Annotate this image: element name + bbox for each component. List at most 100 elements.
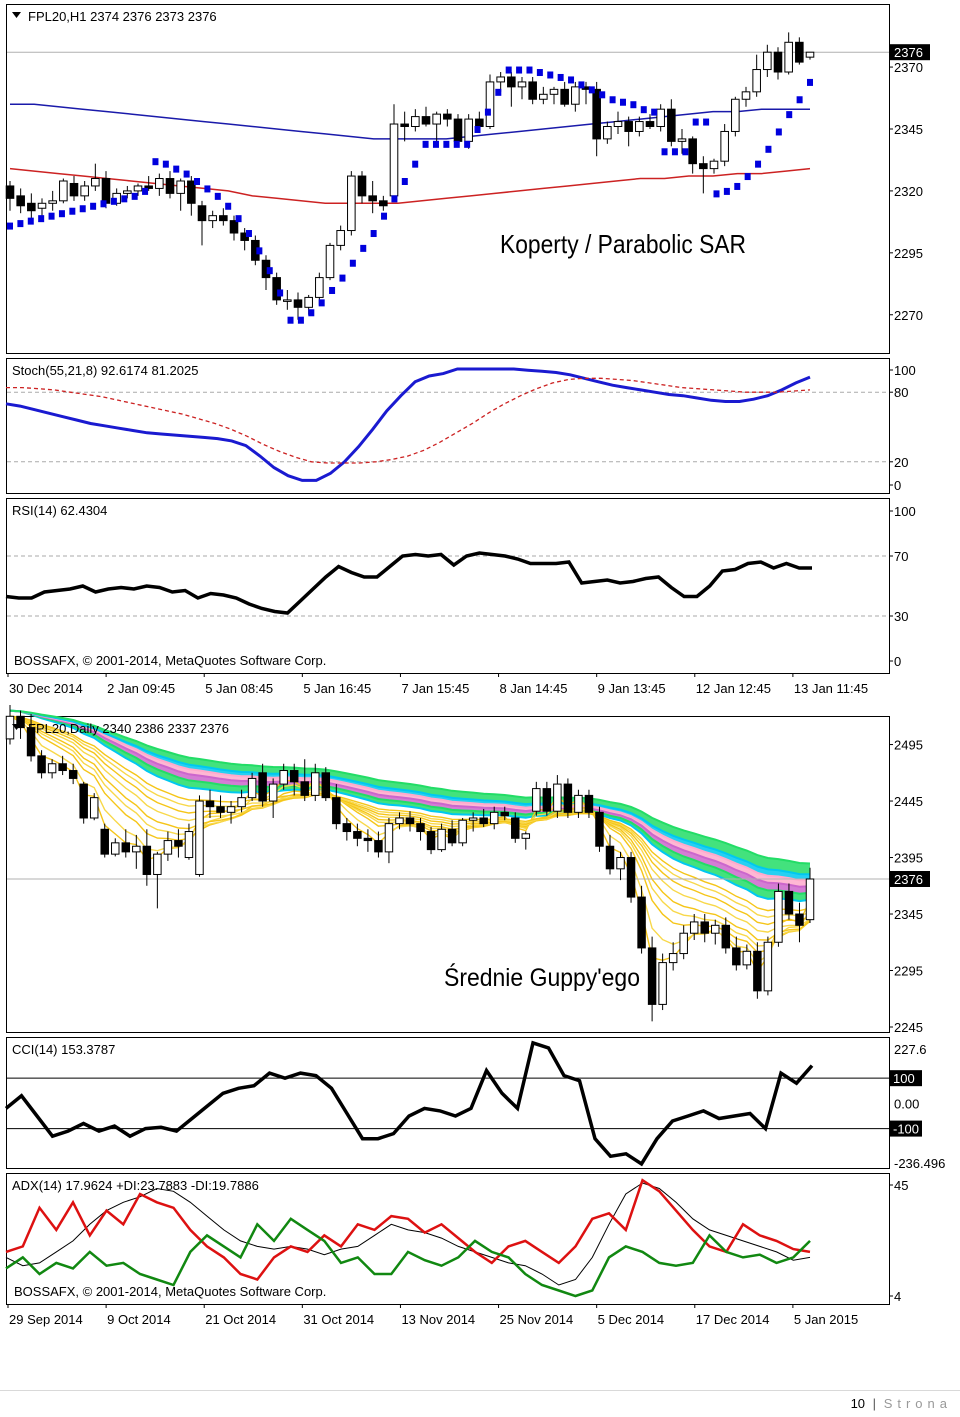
daily-body-35: [374, 840, 383, 853]
h1-candle-70: [752, 54, 761, 97]
daily-body-16: [174, 840, 183, 847]
daily-body-32: [342, 823, 352, 833]
daily-candle-70: [742, 944, 752, 970]
daily-body-11: [121, 842, 131, 853]
daily-candle-66: [700, 914, 709, 943]
stoch-y-tick-label-3: 0: [894, 478, 901, 493]
h1-body-18: [197, 205, 207, 222]
daily-candle-72: [763, 936, 773, 996]
daily-candle-40: [426, 827, 436, 855]
daily-body-44: [468, 817, 478, 821]
sar-dot-38: [401, 178, 408, 185]
h1-candle-52: [560, 81, 569, 107]
guppy-long-ema-1: [9, 709, 811, 895]
h1-candle-7: [80, 181, 89, 201]
h1-body-29: [315, 277, 324, 298]
h1-body-36: [389, 123, 399, 197]
daily-candle-23: [247, 772, 257, 802]
sar-dot-51: [536, 69, 543, 77]
cci-tick-label-4: -236.496: [894, 1156, 945, 1171]
h1-candle-5: [59, 178, 68, 204]
daily-last-price-badge: [890, 870, 930, 887]
h1-x-xtick-label-0: 30 Dec 2014: [9, 681, 83, 696]
h1-body-71: [763, 51, 772, 71]
h1-body-74: [795, 41, 804, 63]
daily-body-40: [426, 831, 436, 851]
rsi-header: RSI(14) 62.4304: [12, 503, 107, 518]
daily-candle-28: [300, 759, 309, 802]
h1-x-xtick-label-4: 7 Jan 15:45: [401, 681, 469, 696]
h1-body-34: [368, 195, 377, 202]
daily-candle-71: [753, 942, 762, 999]
sar-dot-45: [474, 125, 481, 133]
daily-candle-18: [195, 795, 204, 877]
daily-x-xtick-label-2: 21 Oct 2014: [205, 1312, 276, 1327]
daily-y-tick-label-3: 2345: [894, 907, 923, 922]
h1-price-panel: [6, 4, 890, 354]
h1-candle-53: [571, 81, 580, 112]
h1-candle-65: [699, 156, 708, 194]
sar-dot-33: [349, 259, 356, 267]
daily-body-53: [563, 783, 573, 813]
h1-body-42: [453, 118, 463, 142]
stoch-signal-line: [6, 377, 811, 464]
h1-candle-68: [731, 96, 740, 137]
h1-y-tick-label-1: 2345: [894, 122, 923, 137]
daily-body-2: [26, 727, 36, 757]
daily-body-23: [247, 777, 257, 799]
daily-candle-32: [342, 817, 352, 841]
daily-body-52: [553, 783, 562, 812]
sar-dot-2: [27, 217, 34, 225]
daily-candle-3: [37, 750, 46, 779]
sar-dot-12: [131, 192, 138, 200]
daily-candle-0: [5, 705, 15, 745]
h1-body-9: [101, 178, 111, 204]
daily-body-55: [584, 794, 594, 813]
h1-body-45: [485, 81, 495, 128]
daily-body-70: [742, 950, 752, 966]
h1-candle-58: [624, 116, 633, 147]
h1-candle-56: [603, 121, 612, 144]
h1-candle-20: [219, 208, 228, 226]
h1-header-collapse-icon: [12, 12, 21, 18]
daily-body-63: [668, 953, 678, 964]
sar-dot-54: [568, 76, 575, 84]
h1-x-xtick-label-7: 12 Jan 12:45: [696, 681, 771, 696]
daily-candle-20: [216, 795, 225, 818]
h1-candle-35: [379, 195, 388, 211]
h1-candle-0: [5, 181, 15, 211]
daily-body-61: [647, 947, 657, 1005]
sar-dot-44: [464, 140, 471, 148]
daily-annotation: Średnie Guppy'ego: [444, 962, 640, 992]
h1-x-xtick-label-5: 8 Jan 14:45: [500, 681, 568, 696]
daily-candle-57: [605, 834, 615, 875]
h1-candle-60: [645, 114, 655, 129]
sar-dot-5: [58, 210, 65, 218]
daily-candle-73: [774, 883, 783, 947]
stoch-y-tick-label-0: 100: [894, 363, 916, 378]
daily-body-42: [447, 828, 457, 844]
daily-candle-65: [689, 914, 699, 941]
h1-body-26: [283, 299, 292, 302]
h1-body-68: [731, 98, 740, 132]
daily-body-27: [289, 770, 299, 783]
h1-body-56: [603, 126, 612, 140]
daily-body-39: [416, 823, 425, 833]
envelope-lower-line: [9, 167, 811, 205]
sar-dot-37: [391, 195, 398, 203]
h1-candle-27: [293, 292, 303, 320]
sar-dot-69: [723, 187, 730, 195]
stoch-main-line: [5, 367, 811, 482]
h1-candle-55: [592, 81, 601, 157]
cci-tick-label-0: 227.6: [894, 1042, 927, 1057]
daily-body-58: [616, 857, 625, 870]
h1-candle-21: [229, 215, 239, 241]
h1-body-38: [411, 116, 420, 128]
h1-body-63: [677, 138, 687, 142]
sar-dot-72: [755, 160, 762, 168]
sar-dot-41: [432, 140, 439, 148]
sar-dot-52: [547, 71, 554, 79]
daily-candle-30: [321, 767, 331, 802]
daily-candle-7: [79, 781, 88, 824]
